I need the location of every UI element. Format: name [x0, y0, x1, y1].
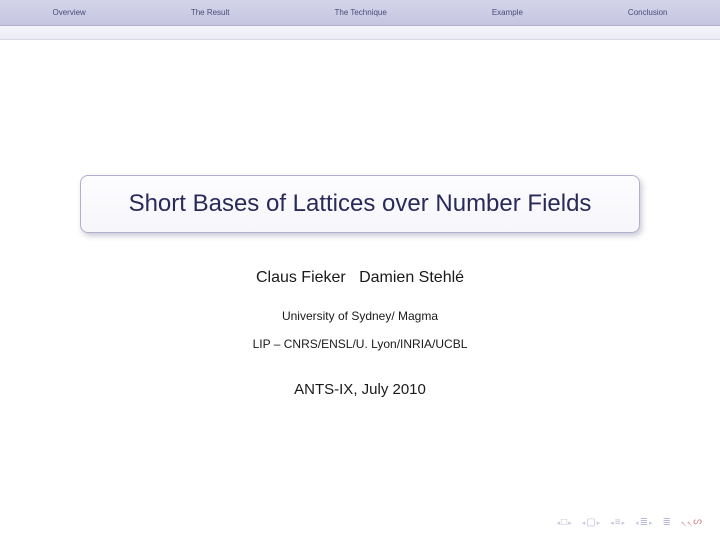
slide-content: Short Bases of Lattices over Number Fiel… — [0, 175, 720, 398]
nav-technique[interactable]: The Technique — [334, 8, 386, 17]
nav-back-forward-icon[interactable]: ≣ — [662, 517, 670, 528]
beamer-nav-symbols: ◂□▸ ◂▢▸ ◂≡▸ ◂≣▸ ≣ ৲৲ᔕ — [557, 514, 702, 531]
affiliation-2: LIP – CNRS/ENSL/U. Lyon/INRIA/UCBL — [0, 337, 720, 351]
nav-slide-icon[interactable]: ◂□▸ — [557, 517, 572, 528]
nav-frame-icon[interactable]: ◂▢▸ — [582, 517, 600, 528]
slide-title: Short Bases of Lattices over Number Fiel… — [91, 190, 629, 218]
nav-section-icon[interactable]: ◂≣▸ — [635, 517, 652, 528]
nav-overview[interactable]: Overview — [52, 8, 85, 17]
affiliation-1: University of Sydney/ Magma — [0, 309, 720, 323]
authors: Claus Fieker Damien Stehlé — [0, 269, 720, 287]
title-box: Short Bases of Lattices over Number Fiel… — [80, 175, 640, 233]
conference-line: ANTS-IX, July 2010 — [0, 381, 720, 398]
section-nav-bar: Overview The Result The Technique Exampl… — [0, 0, 720, 26]
nav-search-icon[interactable]: ৲৲ᔕ — [681, 514, 702, 531]
subsection-bar — [0, 26, 720, 40]
nav-result[interactable]: The Result — [191, 8, 230, 17]
nav-example[interactable]: Example — [492, 8, 523, 17]
nav-subsection-icon[interactable]: ◂≡▸ — [610, 517, 625, 528]
nav-conclusion[interactable]: Conclusion — [628, 8, 668, 17]
